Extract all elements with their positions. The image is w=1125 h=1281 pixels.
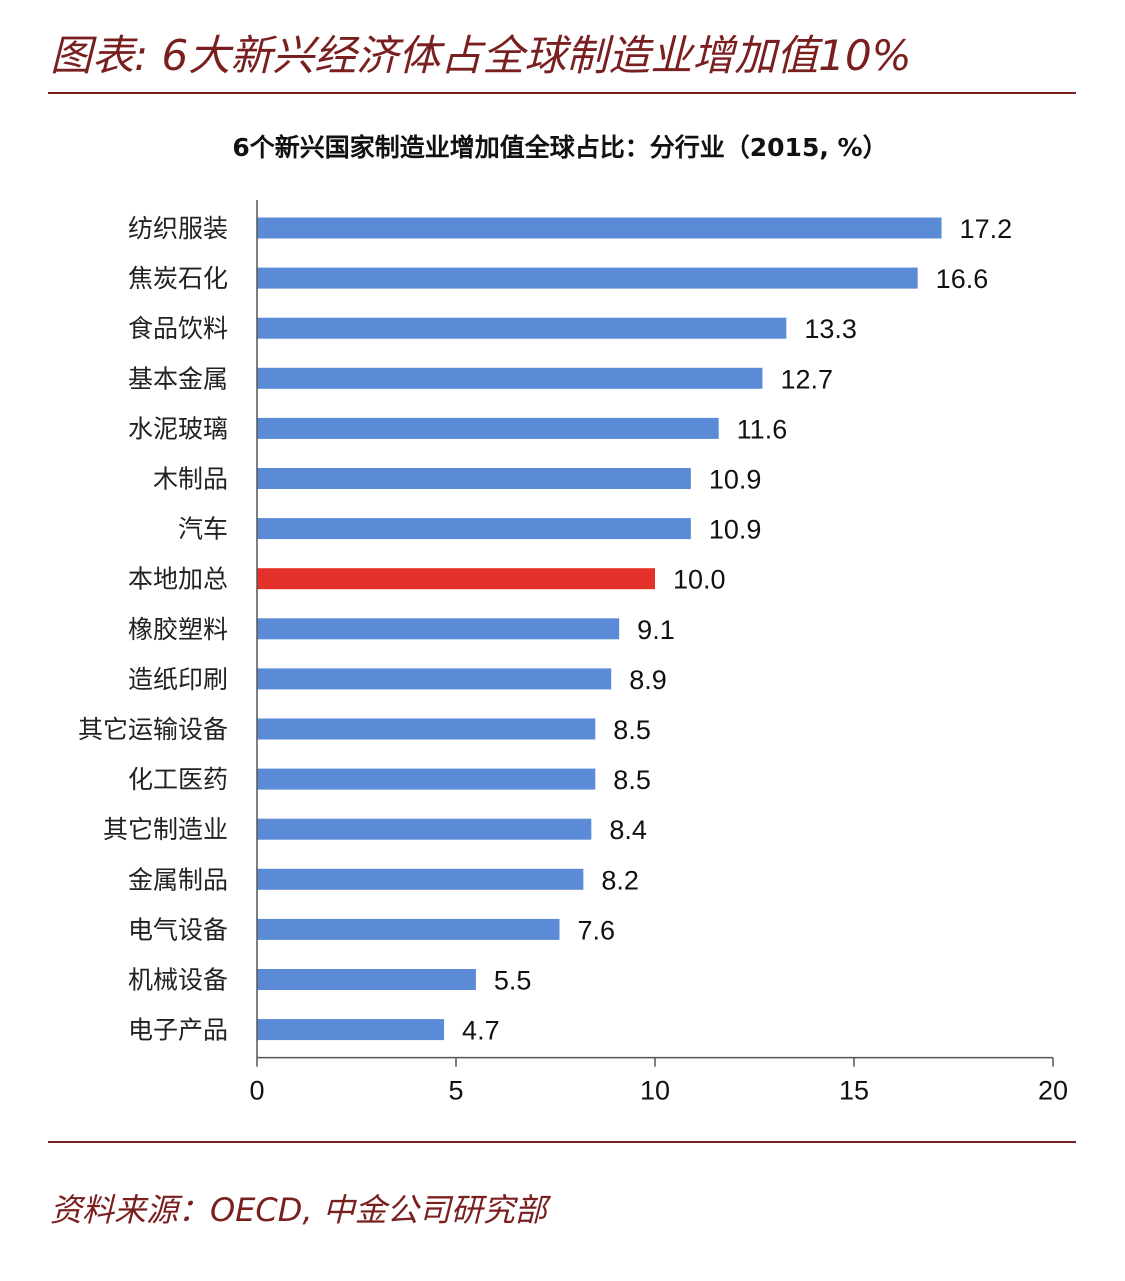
top-divider [48, 92, 1076, 94]
bar-10 [257, 668, 612, 690]
category-label: 木制品 [153, 465, 228, 494]
category-label: 电气设备 [128, 915, 228, 944]
category-label: 其它运输设备 [78, 715, 228, 744]
chart-title: 6个新兴国家制造业增加值全球占比：分行业（2015, %） [232, 133, 887, 162]
value-label: 12.7 [780, 364, 833, 394]
bar-5 [257, 417, 719, 439]
category-label: 电子产品 [128, 1016, 228, 1045]
bar-14 [257, 868, 584, 890]
bar-12 [257, 768, 596, 790]
category-label: 金属制品 [128, 865, 228, 894]
value-label: 11.6 [737, 414, 788, 444]
bar-chart: 6个新兴国家制造业增加值全球占比：分行业（2015, %） 纺织服装 17.2 焦炭… [78, 133, 1068, 1106]
category-label: 化工医药 [128, 765, 228, 794]
category-label: 造纸印刷 [128, 665, 228, 694]
bar-7 [257, 518, 691, 540]
category-label: 其它制造业 [103, 815, 228, 844]
bottom-divider [48, 1141, 1076, 1143]
value-label: 4.7 [462, 1016, 500, 1046]
category-label: 焦炭石化 [128, 264, 228, 293]
bar-8 [257, 568, 655, 590]
value-label: 17.2 [960, 214, 1013, 244]
x-tick-label: 20 [1038, 1076, 1068, 1106]
bar-15 [257, 918, 560, 940]
category-label: 基本金属 [128, 364, 228, 393]
x-tick-label: 15 [839, 1076, 869, 1106]
category-label: 橡胶塑料 [128, 615, 228, 644]
value-label: 5.5 [494, 966, 532, 996]
bar-11 [257, 718, 596, 740]
bar-1 [257, 217, 942, 239]
category-label: 食品饮料 [128, 314, 228, 343]
value-label: 10.9 [709, 515, 762, 545]
category-label: 水泥玻璃 [128, 414, 228, 443]
source-note: 资料来源：OECD, 中金公司研究部 [50, 1191, 547, 1229]
value-label: 13.3 [804, 314, 857, 344]
x-tick-label: 10 [640, 1076, 670, 1106]
category-label: 纺织服装 [128, 214, 228, 243]
bar-13 [257, 818, 592, 840]
bar-4 [257, 367, 763, 389]
value-label: 8.4 [609, 815, 647, 845]
value-label: 8.2 [601, 865, 639, 895]
value-label: 10.0 [673, 565, 726, 595]
bar-6 [257, 468, 691, 489]
bar-9 [257, 618, 620, 640]
category-label: 汽车 [178, 515, 228, 544]
category-label: 本地加总 [128, 565, 228, 594]
x-axis: 0 5 10 15 20 [249, 200, 1068, 1106]
value-label: 8.5 [613, 715, 651, 745]
x-tick-label: 5 [448, 1076, 463, 1106]
x-tick-label: 0 [249, 1076, 264, 1106]
figure-title: 图表: 6大新兴经济体占全球制造业增加值10% [50, 31, 912, 80]
bar-16 [257, 969, 476, 990]
value-label: 8.5 [613, 765, 651, 795]
bars-group: 纺织服装 17.2 焦炭石化 16.6 食品饮料 13.3 基本金属 12.7 水泥玻璃 11.6… [78, 214, 1012, 1046]
bar-17 [257, 1019, 445, 1041]
value-label: 9.1 [637, 615, 675, 645]
value-label: 16.6 [936, 264, 989, 294]
value-label: 8.9 [629, 665, 667, 695]
value-label: 7.6 [577, 915, 615, 945]
category-label: 机械设备 [128, 966, 228, 995]
bar-3 [257, 317, 787, 339]
value-label: 10.9 [709, 465, 762, 495]
bar-2 [257, 267, 918, 289]
